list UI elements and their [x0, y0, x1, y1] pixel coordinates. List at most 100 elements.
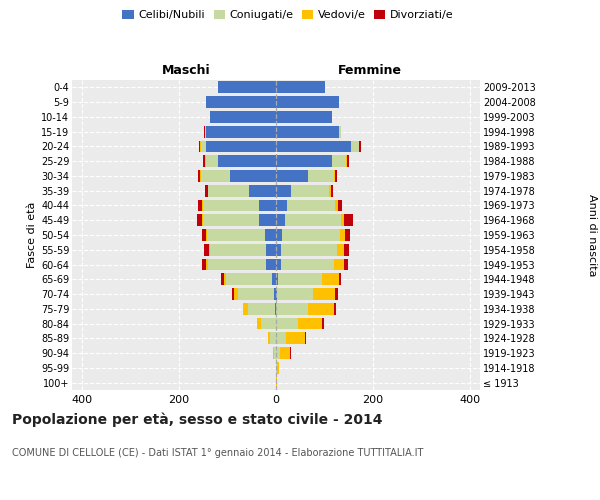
Bar: [198, 200, 202, 211]
Bar: [359, 140, 361, 152]
Bar: [206, 140, 276, 152]
Bar: [232, 288, 234, 300]
Bar: [276, 200, 287, 211]
Bar: [276, 185, 290, 196]
Bar: [277, 362, 280, 374]
Bar: [281, 244, 337, 256]
Bar: [198, 170, 200, 182]
Bar: [332, 156, 346, 167]
Bar: [276, 96, 339, 108]
Bar: [201, 140, 206, 152]
Bar: [206, 96, 276, 108]
Bar: [202, 214, 203, 226]
Text: Femmine: Femmine: [338, 64, 402, 78]
Bar: [262, 318, 276, 330]
Bar: [202, 229, 206, 241]
Bar: [248, 303, 275, 314]
Bar: [308, 170, 334, 182]
Bar: [202, 258, 206, 270]
Bar: [209, 244, 211, 256]
Bar: [203, 200, 259, 211]
Bar: [270, 332, 276, 344]
Bar: [206, 229, 207, 241]
Bar: [282, 229, 340, 241]
Bar: [226, 274, 272, 285]
Bar: [218, 82, 276, 94]
Bar: [201, 170, 230, 182]
Bar: [347, 156, 349, 167]
Bar: [278, 274, 322, 285]
Bar: [338, 200, 341, 211]
Bar: [276, 347, 280, 359]
Bar: [290, 185, 329, 196]
Bar: [338, 274, 341, 285]
Bar: [204, 244, 209, 256]
Bar: [276, 303, 308, 314]
Y-axis label: Fasce di età: Fasce di età: [26, 202, 37, 268]
Bar: [257, 318, 262, 330]
Bar: [351, 140, 359, 152]
Bar: [234, 288, 238, 300]
Bar: [274, 347, 276, 359]
Bar: [276, 258, 281, 270]
Bar: [276, 140, 351, 152]
Bar: [313, 288, 335, 300]
Bar: [305, 332, 306, 344]
Bar: [335, 200, 338, 211]
Bar: [276, 111, 332, 123]
Bar: [276, 362, 277, 374]
Bar: [230, 170, 276, 182]
Bar: [244, 303, 248, 314]
Bar: [322, 274, 338, 285]
Bar: [337, 244, 344, 256]
Bar: [286, 332, 305, 344]
Bar: [218, 156, 276, 167]
Bar: [344, 244, 349, 256]
Bar: [199, 140, 200, 152]
Bar: [259, 200, 276, 211]
Bar: [268, 332, 270, 344]
Legend: Celibi/Nubili, Coniugati/e, Vedovi/e, Divorziati/e: Celibi/Nubili, Coniugati/e, Vedovi/e, Di…: [118, 6, 458, 25]
Bar: [276, 214, 285, 226]
Bar: [276, 244, 281, 256]
Bar: [280, 347, 290, 359]
Bar: [335, 170, 337, 182]
Bar: [206, 126, 276, 138]
Bar: [275, 303, 276, 314]
Bar: [298, 318, 322, 330]
Bar: [276, 156, 332, 167]
Bar: [276, 229, 282, 241]
Bar: [276, 376, 277, 388]
Bar: [335, 288, 338, 300]
Bar: [339, 126, 341, 138]
Bar: [334, 303, 336, 314]
Bar: [344, 214, 353, 226]
Bar: [249, 185, 276, 196]
Bar: [208, 258, 266, 270]
Bar: [203, 156, 205, 167]
Bar: [276, 126, 339, 138]
Bar: [202, 200, 203, 211]
Bar: [272, 347, 274, 359]
Bar: [276, 318, 298, 330]
Bar: [334, 170, 335, 182]
Bar: [206, 258, 208, 270]
Text: Anni di nascita: Anni di nascita: [587, 194, 597, 276]
Bar: [276, 82, 325, 94]
Bar: [322, 318, 323, 330]
Bar: [203, 214, 259, 226]
Bar: [208, 185, 249, 196]
Bar: [211, 111, 276, 123]
Bar: [340, 229, 345, 241]
Bar: [205, 126, 206, 138]
Bar: [308, 303, 334, 314]
Bar: [277, 288, 313, 300]
Bar: [331, 185, 334, 196]
Bar: [207, 229, 265, 241]
Bar: [238, 288, 274, 300]
Bar: [276, 274, 278, 285]
Bar: [276, 332, 286, 344]
Bar: [341, 214, 344, 226]
Bar: [211, 244, 266, 256]
Bar: [221, 274, 224, 285]
